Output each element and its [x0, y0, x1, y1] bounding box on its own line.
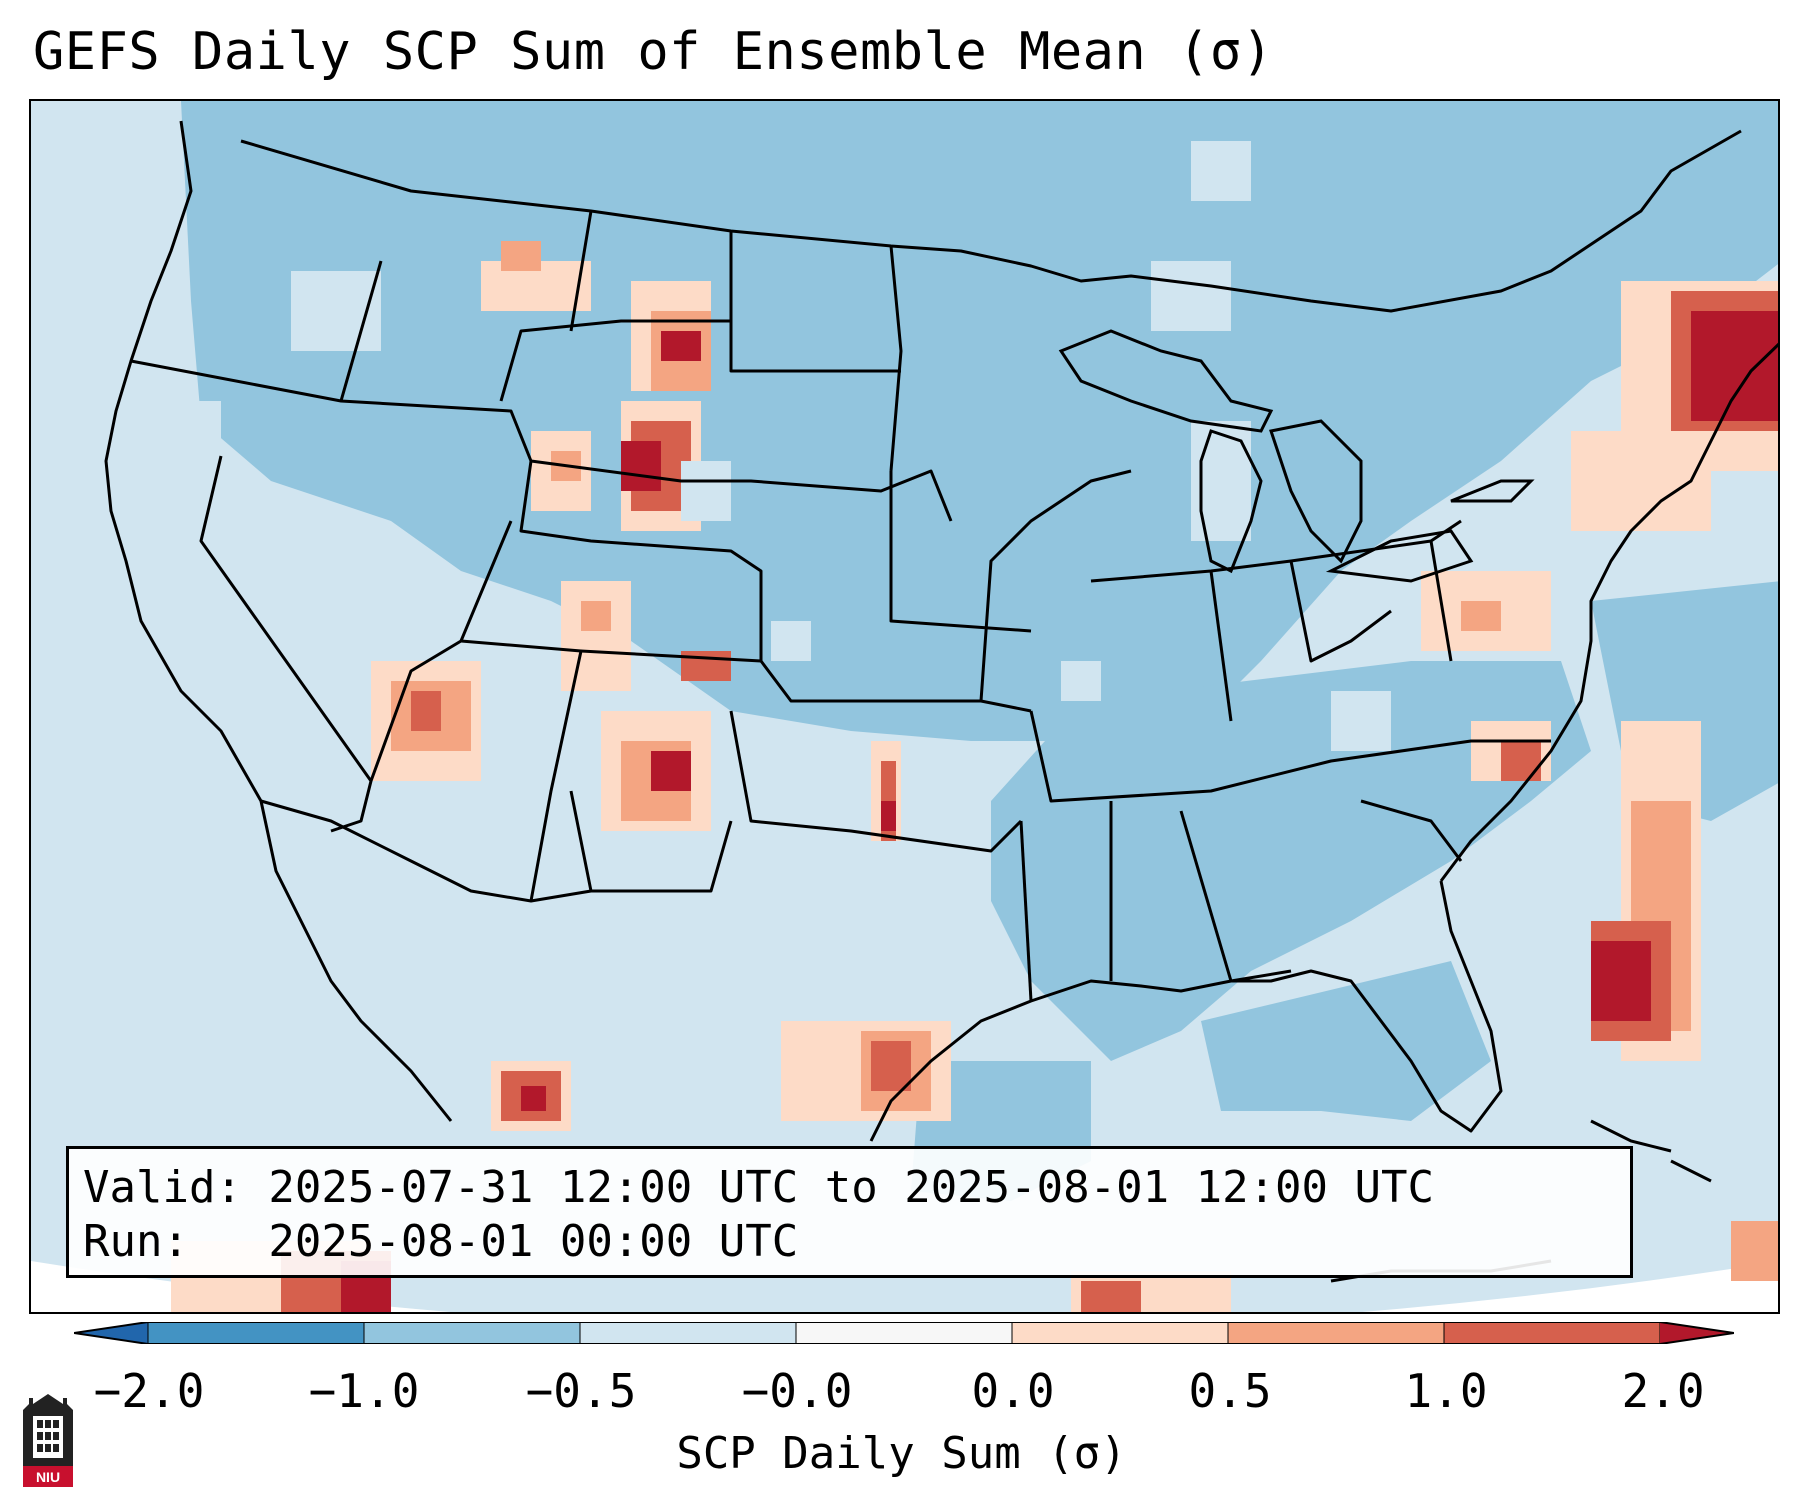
colorbar-tick-label: −0.5	[525, 1364, 637, 1418]
colorbar-tick-label: 0.0	[971, 1364, 1055, 1418]
validity-info-box: Valid: 2025-07-31 12:00 UTC to 2025-08-0…	[66, 1146, 1633, 1278]
colorbar-bin	[148, 1322, 365, 1344]
colorbar-tick-label: 0.5	[1188, 1364, 1272, 1418]
niu-logo: NIU	[23, 1394, 73, 1487]
map-canvas	[31, 101, 1778, 1312]
colorbar-tick-label: 1.0	[1404, 1364, 1488, 1418]
logo-text: NIU	[36, 1469, 60, 1485]
boundaries	[104, 120, 1778, 1142]
land-east-us	[991, 661, 1591, 1061]
scp-light-patches	[151, 141, 1391, 751]
colorbar-bin	[580, 1322, 797, 1344]
run-time-text: Run: 2025-08-01 00:00 UTC	[83, 1216, 799, 1267]
colorbar	[74, 1322, 1734, 1344]
great-lakes	[1058, 329, 1535, 583]
colorbar-bin	[1012, 1322, 1229, 1344]
colorbar-tick-label: 2.0	[1621, 1364, 1705, 1418]
colorbar-tick-label: −2.0	[93, 1364, 205, 1418]
colorbar-bin	[1444, 1322, 1661, 1344]
valid-time-text: Valid: 2025-07-31 12:00 UTC to 2025-08-0…	[83, 1162, 1435, 1213]
map-panel[interactable]	[29, 99, 1780, 1314]
colorbar-bin	[1228, 1322, 1445, 1344]
colorbar-label: SCP Daily Sum (σ)	[676, 1428, 1127, 1479]
colorbar-bin	[364, 1322, 581, 1344]
colorbar-bin	[796, 1322, 1013, 1344]
map-title: GEFS Daily SCP Sum of Ensemble Mean (σ)	[33, 22, 1274, 82]
colorbar-over-arrow	[1660, 1322, 1734, 1344]
florida-blue	[1201, 961, 1491, 1121]
colorbar-bins	[147, 1322, 1661, 1344]
colorbar-tick-label: −1.0	[308, 1364, 420, 1418]
colorbar-under-arrow	[74, 1322, 148, 1344]
colorbar-tick-label: −0.0	[741, 1364, 853, 1418]
